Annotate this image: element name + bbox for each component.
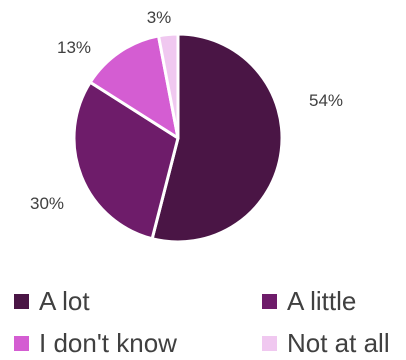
data-label-a-lot: 54% — [309, 91, 343, 110]
pie-data-labels: 54% 30% 13% 3% — [30, 8, 343, 213]
pie-slices — [72, 32, 284, 244]
data-label-not-at-all: 3% — [147, 8, 172, 27]
pie-slice-a-lot — [150, 32, 284, 244]
legend: A lot A little I don't know Not at all — [0, 276, 406, 360]
legend-swatch-a-little — [262, 293, 277, 309]
legend-swatch-i-dont-know — [14, 335, 29, 351]
legend-swatch-a-lot — [14, 293, 29, 309]
legend-item-a-little: A little — [262, 284, 356, 318]
pie-slice-a-little — [72, 80, 180, 241]
legend-label-a-little: A little — [287, 285, 357, 316]
legend-item-i-dont-know: I don't know — [14, 326, 177, 360]
legend-item-not-at-all: Not at all — [262, 326, 390, 360]
legend-label-i-dont-know: I don't know — [39, 327, 177, 358]
data-label-i-dont-know: 13% — [57, 38, 91, 57]
legend-item-a-lot: A lot — [14, 284, 90, 318]
legend-swatch-not-at-all — [262, 335, 277, 351]
legend-label-not-at-all: Not at all — [287, 327, 390, 358]
pie-slice-i-dont-know — [88, 34, 180, 140]
legend-label-a-lot: A lot — [39, 285, 90, 316]
pie-slice-not-at-all — [157, 32, 180, 140]
pie-chart: 54% 30% 13% 3% — [30, 8, 343, 244]
data-label-a-little: 30% — [30, 194, 64, 213]
